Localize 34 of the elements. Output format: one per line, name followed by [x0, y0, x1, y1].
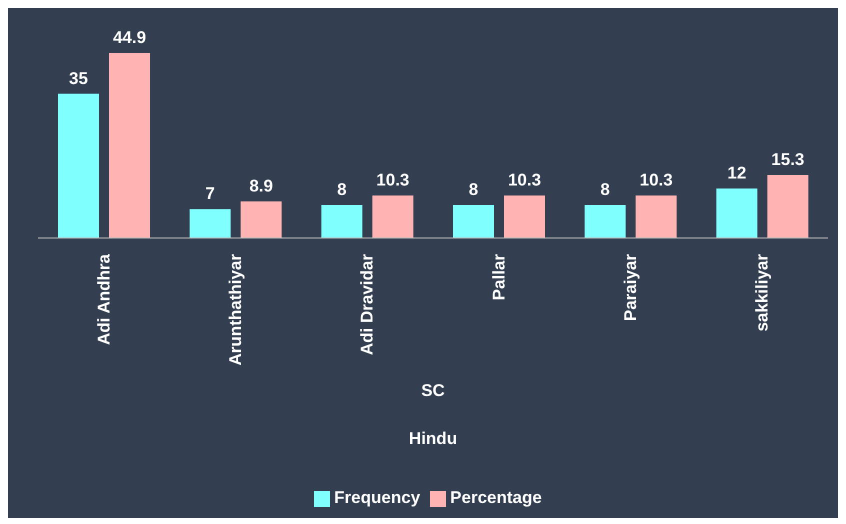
x-tick-label: Adi Dravidar	[358, 254, 377, 356]
x-tick-label: Paraiyar	[621, 254, 640, 322]
data-label: 8	[337, 180, 347, 200]
data-label: 44.9	[112, 28, 146, 47]
x-tick-label: Pallar	[489, 254, 508, 300]
bar	[240, 201, 282, 238]
bar	[453, 205, 494, 238]
x-tick-label: Arunthathiyar	[226, 254, 245, 366]
bar	[716, 188, 758, 238]
data-label: 12	[727, 164, 746, 183]
data-label: 8	[600, 180, 610, 200]
bar	[636, 196, 677, 238]
bar	[504, 196, 545, 238]
bar	[767, 174, 808, 238]
bar	[321, 205, 362, 238]
data-label: 8	[468, 180, 478, 200]
data-label: 8.9	[249, 176, 273, 196]
text: Hindu	[408, 429, 458, 449]
data-label: 15.3	[771, 150, 804, 169]
bar	[584, 205, 626, 238]
data-label: 35	[69, 68, 88, 88]
bar	[58, 94, 99, 238]
data-label: 10.3	[640, 170, 673, 190]
bar	[372, 196, 414, 238]
data-label: 10.3	[376, 170, 410, 190]
bar	[109, 53, 150, 238]
data-label: 7	[205, 184, 215, 204]
legend-label: Percentage	[450, 488, 542, 507]
x-tick-label: sakkiliyar	[752, 254, 772, 332]
data-label: 10.3	[508, 170, 542, 190]
x-tick-label: Adi Andhra	[94, 253, 114, 345]
text: SC	[420, 381, 446, 401]
bar	[190, 209, 231, 238]
legend-label: Frequency	[334, 488, 420, 507]
